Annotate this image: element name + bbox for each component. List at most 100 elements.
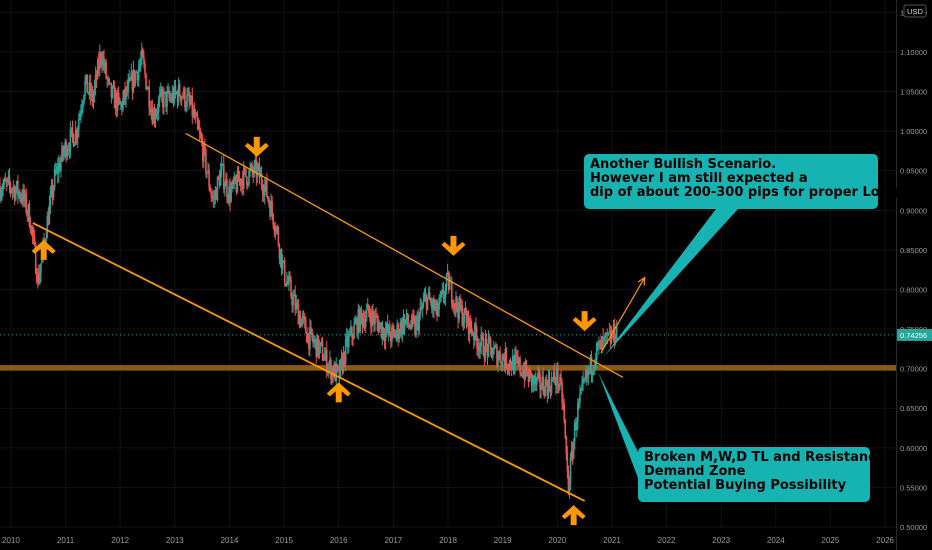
candle-body xyxy=(83,95,85,103)
candle-body xyxy=(61,146,63,161)
candle-body xyxy=(213,198,216,200)
candle-body xyxy=(463,308,466,322)
candle-body xyxy=(358,309,361,332)
candle-body xyxy=(431,302,433,309)
candle-body xyxy=(90,89,93,97)
candle-body xyxy=(448,281,451,291)
candle-body xyxy=(58,163,60,174)
candle-body xyxy=(486,344,489,356)
candle-body xyxy=(482,336,485,356)
time-tick-label: 2016 xyxy=(330,536,348,545)
support-line-1: Broken M,W,D TL and Resistance xyxy=(644,450,885,465)
candle-body xyxy=(369,312,371,318)
candle-body xyxy=(131,72,134,91)
candle-body xyxy=(524,361,527,380)
candle-body xyxy=(539,373,541,390)
candle-body xyxy=(5,181,8,183)
candle-body xyxy=(417,316,419,331)
candle-body xyxy=(567,470,570,493)
candle-body xyxy=(310,327,312,330)
candle-body xyxy=(299,315,302,327)
candle-body xyxy=(205,150,207,174)
candle-body xyxy=(134,72,137,84)
candle-body xyxy=(18,191,20,196)
candle-body xyxy=(490,347,493,358)
candle-body xyxy=(252,171,255,175)
candle-body xyxy=(429,300,432,303)
candle-body xyxy=(560,377,562,383)
candle-body xyxy=(606,332,609,336)
candle-body xyxy=(165,91,167,107)
lower-trendline[interactable] xyxy=(32,222,585,502)
candle-body xyxy=(613,323,616,343)
candle-body xyxy=(112,86,115,88)
candle-body xyxy=(4,178,7,182)
candle-body xyxy=(569,457,572,485)
candle-body xyxy=(477,345,479,349)
candle-body xyxy=(217,177,220,179)
candle-body xyxy=(317,335,320,355)
candle-body xyxy=(106,77,108,80)
candle-body xyxy=(475,323,477,336)
candle-body xyxy=(578,402,580,404)
candle-body xyxy=(558,385,560,387)
candle-body xyxy=(510,366,513,370)
candle-body xyxy=(293,294,295,297)
candle-body xyxy=(82,102,84,108)
candle-body xyxy=(123,89,125,99)
candle-body xyxy=(571,449,574,459)
candle-body xyxy=(581,382,583,389)
candle-body xyxy=(344,339,347,364)
candle-body xyxy=(599,340,601,344)
candle-body xyxy=(193,109,196,118)
candle-body xyxy=(511,356,514,370)
candle-body xyxy=(35,273,38,282)
candle-body xyxy=(266,179,268,197)
candle-body xyxy=(189,101,191,104)
candle-body xyxy=(573,423,576,442)
time-tick-label: 2024 xyxy=(767,536,785,545)
candle-body xyxy=(462,321,465,326)
candle-body xyxy=(114,93,117,109)
candle-body xyxy=(53,169,56,188)
candle-body xyxy=(476,335,478,349)
candle-body xyxy=(508,360,511,368)
candle-body xyxy=(404,319,407,321)
candle-body xyxy=(556,367,558,386)
candle-body xyxy=(173,85,176,103)
candle-body xyxy=(12,187,15,190)
candle-body xyxy=(520,372,522,374)
candle-body xyxy=(500,362,502,366)
upper-trendline[interactable] xyxy=(185,132,624,378)
time-tick-label: 2019 xyxy=(494,536,512,545)
candle-body xyxy=(143,56,145,65)
candle-body xyxy=(278,245,281,259)
candle-body xyxy=(226,179,228,197)
candle-body xyxy=(337,367,340,369)
candle-body xyxy=(507,367,510,369)
time-tick-label: 2025 xyxy=(822,536,840,545)
candle-body xyxy=(504,348,507,367)
time-tick-label: 2010 xyxy=(2,536,20,545)
candle-body xyxy=(465,314,468,324)
candle-body xyxy=(244,167,246,169)
candle-body xyxy=(561,382,563,402)
candle-body xyxy=(292,296,294,306)
time-tick-label: 2012 xyxy=(111,536,129,545)
candle-body xyxy=(121,103,123,110)
price-axis[interactable]: 1.150001.100001.050001.000000.950000.900… xyxy=(900,8,927,532)
candle-body xyxy=(388,325,391,337)
candle-body xyxy=(336,364,339,368)
candle-body xyxy=(169,97,172,99)
candle-body xyxy=(64,142,66,151)
time-axis[interactable]: 2010 2011 2012 2013 2014 2015 2016 2017 2018 2019… xyxy=(2,536,894,545)
candle-body xyxy=(605,332,608,335)
time-tick-label: 2021 xyxy=(603,536,621,545)
candle-body xyxy=(384,330,387,342)
candle-body xyxy=(73,143,76,147)
candle-body xyxy=(595,343,598,360)
candle-body xyxy=(372,310,374,318)
candle-body xyxy=(585,370,588,379)
candle-body xyxy=(381,327,384,338)
